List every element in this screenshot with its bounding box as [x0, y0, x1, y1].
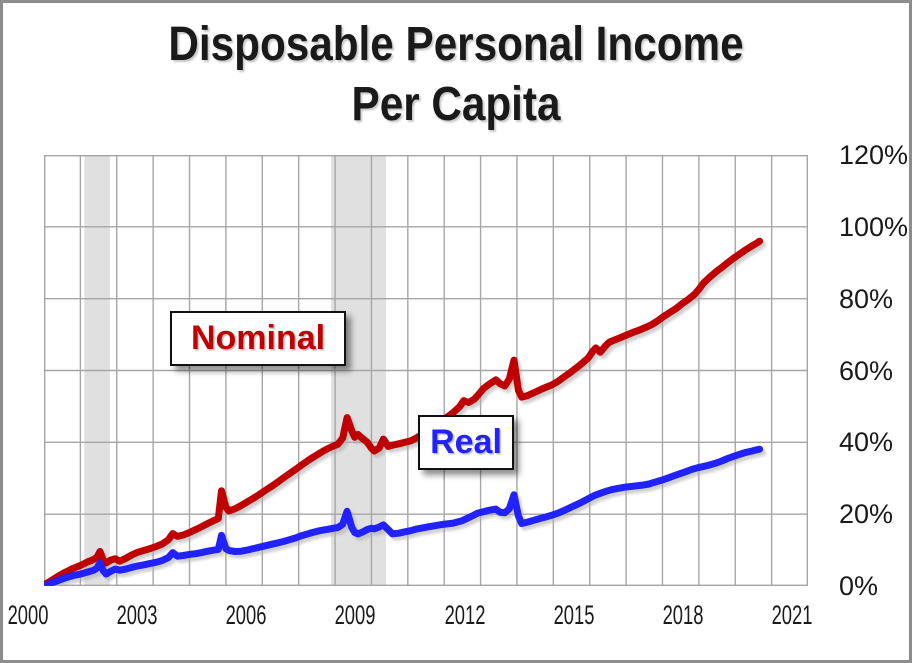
y-tick-label: 20% — [839, 499, 894, 530]
x-tick-label: 2009 — [334, 600, 376, 630]
x-tick-label: 2012 — [444, 600, 485, 630]
real-series-label: Real — [418, 415, 514, 470]
x-tick-label: 2006 — [225, 600, 267, 630]
x-tick-label: 2021 — [771, 600, 813, 630]
plot-canvas — [44, 155, 808, 586]
chart-title-line1: Disposable Personal Income — [168, 18, 744, 71]
y-tick-label: 120% — [839, 140, 909, 170]
y-tick-label: 60% — [839, 355, 894, 386]
chart-title-line2: Per Capita — [351, 78, 561, 131]
y-tick-label: 100% — [839, 211, 909, 242]
nominal-line — [44, 237, 764, 586]
y-tick-label: 0% — [839, 571, 879, 601]
plot-area — [44, 155, 808, 586]
plot-border — [44, 155, 808, 586]
real-series-label-text: Real — [430, 423, 502, 461]
x-tick-label: 2000 — [7, 600, 49, 630]
nominal-line-shadow — [44, 241, 767, 586]
y-tick-label: 80% — [839, 283, 894, 314]
x-tick-label: 2018 — [662, 600, 704, 630]
y-tick-label: 40% — [839, 427, 894, 458]
x-tick-label: 2015 — [553, 600, 595, 630]
chart-title: Disposable Personal Income Per Capita — [57, 15, 854, 135]
x-tick-label: 2003 — [116, 600, 158, 630]
real-line — [44, 445, 764, 586]
nominal-series-label-text: Nominal — [190, 319, 326, 357]
nominal-series-label: Nominal — [170, 311, 346, 366]
